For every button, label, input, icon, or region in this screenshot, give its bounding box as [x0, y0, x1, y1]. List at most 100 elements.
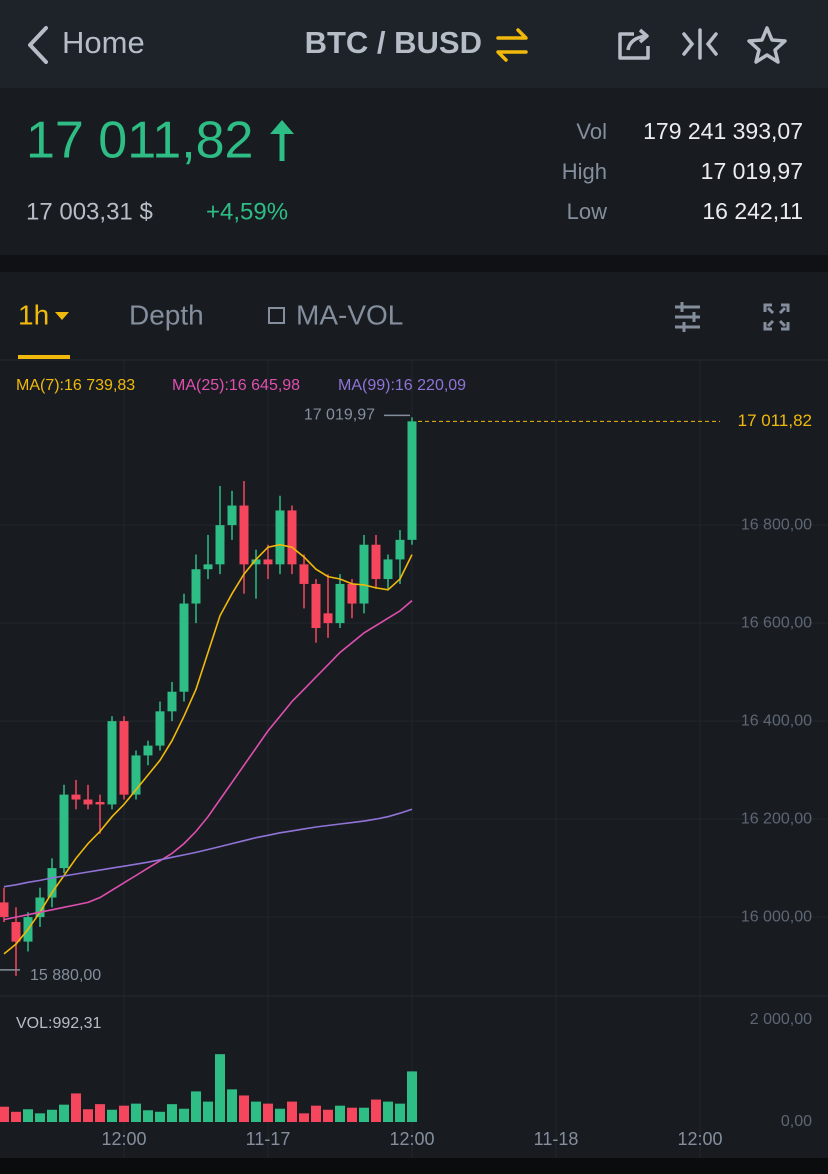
- candle-body: [59, 794, 69, 869]
- price-change: +4,59%: [206, 198, 288, 225]
- volume-bar: [11, 1111, 21, 1122]
- x-tick-label: 12:00: [677, 1129, 722, 1149]
- candle-body: [95, 801, 105, 805]
- volume-bar: [119, 1105, 129, 1122]
- legend-entry: MA(25):16 645,98: [172, 377, 300, 394]
- volume-bar: [275, 1108, 285, 1122]
- volume-bar: [383, 1101, 393, 1122]
- volume-label: VOL:992,31: [16, 1015, 102, 1032]
- volume-bar: [95, 1104, 105, 1122]
- candle-body: [0, 902, 9, 918]
- volume-bar: [0, 1106, 9, 1122]
- ma-line: [3, 543, 413, 955]
- volume-bar: [131, 1103, 141, 1122]
- bottom-strip: [0, 1158, 828, 1174]
- candle-body: [263, 559, 273, 565]
- tab-interval[interactable]: 1h: [18, 299, 49, 330]
- candle-body: [215, 525, 225, 565]
- low-marker-label: 15 880,00: [30, 967, 101, 984]
- volume-bar: [263, 1103, 273, 1122]
- x-tick-label: 12:00: [389, 1129, 434, 1149]
- ma-line: [3, 599, 413, 921]
- volume-bar: [155, 1111, 165, 1122]
- candle-body: [47, 868, 57, 898]
- candle-body: [347, 583, 357, 604]
- candle-body: [203, 564, 213, 570]
- candle-body: [71, 794, 81, 800]
- x-tick-label: 11-18: [534, 1129, 579, 1149]
- y-tick-label: 2 000,00: [750, 1011, 812, 1028]
- volume-bar: [239, 1095, 249, 1122]
- volume-bar: [107, 1109, 117, 1122]
- volume-bar: [191, 1091, 201, 1122]
- compare-icon[interactable]: [682, 28, 718, 60]
- legend-entry: MA(7):16 739,83: [16, 377, 135, 394]
- y-tick-label: 16 000,00: [741, 908, 812, 925]
- tab-depth[interactable]: Depth: [129, 299, 204, 330]
- volume-bar: [227, 1089, 237, 1122]
- stat-value: 16 242,11: [702, 198, 803, 224]
- volume-bar: [35, 1113, 45, 1122]
- last-price-label: 17 011,82: [738, 411, 812, 430]
- volume-bar: [203, 1101, 213, 1122]
- stats: Vol 179 241 393,07 High 17 019,97 Low 16 242,…: [562, 118, 803, 224]
- volume-bar: [71, 1093, 81, 1122]
- volume-bar: [47, 1109, 57, 1122]
- x-tick-label: 12:00: [101, 1129, 146, 1149]
- swap-icon[interactable]: [496, 28, 528, 62]
- y-tick-label: 16 600,00: [741, 614, 812, 631]
- candle-body: [143, 745, 153, 756]
- ticker-panel: [0, 88, 828, 255]
- settings-icon[interactable]: [675, 302, 700, 332]
- candle-body: [131, 755, 141, 795]
- favorite-icon[interactable]: [747, 26, 787, 64]
- volume-bar: [347, 1107, 357, 1122]
- candle-body: [251, 559, 261, 565]
- candle-body: [407, 421, 417, 540]
- volume-bar: [287, 1101, 297, 1122]
- y-tick-label: 0,00: [781, 1113, 812, 1130]
- divider: [0, 255, 828, 272]
- y-tick-label: 16 400,00: [741, 712, 812, 729]
- dropdown-icon[interactable]: [55, 312, 69, 320]
- share-icon[interactable]: [618, 28, 650, 60]
- y-tick-label: 16 200,00: [741, 810, 812, 827]
- volume-bar: [299, 1113, 309, 1122]
- volume-bar: [359, 1107, 369, 1122]
- y-tick-label: 16 800,00: [741, 516, 812, 533]
- volume-bar: [311, 1105, 321, 1122]
- volume-bar: [335, 1105, 345, 1122]
- high-marker-label: 17 019,97: [304, 407, 375, 424]
- volume-bar: [179, 1108, 189, 1122]
- indicator-icon[interactable]: [268, 307, 285, 324]
- volume-bar: [215, 1054, 225, 1122]
- pair-title[interactable]: BTC / BUSD: [305, 25, 482, 60]
- fullscreen-icon[interactable]: [763, 303, 790, 331]
- candle-body: [227, 505, 237, 526]
- candle-body: [179, 603, 189, 692]
- candle-body: [287, 510, 297, 565]
- candle-body: [395, 539, 405, 560]
- stat-label: Vol: [576, 119, 607, 144]
- volume-bar: [23, 1109, 33, 1122]
- volume-bar: [83, 1109, 93, 1122]
- candle-body: [191, 569, 201, 604]
- candle-body: [239, 505, 249, 565]
- candle-body: [11, 922, 21, 942]
- back-button[interactable]: Home: [28, 25, 145, 64]
- candle-body: [359, 544, 369, 604]
- candle-body: [83, 799, 93, 805]
- candle-body: [299, 564, 309, 584]
- volume-bar: [323, 1109, 333, 1122]
- plot: VOL:992,31 MA(7):16 739,83 MA(25):16 645,9…: [0, 377, 812, 1122]
- last-price: 17 011,82: [26, 112, 253, 170]
- candle-body: [311, 583, 321, 629]
- back-icon[interactable]: [28, 26, 48, 64]
- tab-indicator[interactable]: MA-VOL: [296, 299, 403, 330]
- candle-body: [371, 544, 381, 580]
- volume-bar: [371, 1099, 381, 1122]
- candle-body: [107, 721, 117, 805]
- back-label[interactable]: Home: [62, 25, 145, 60]
